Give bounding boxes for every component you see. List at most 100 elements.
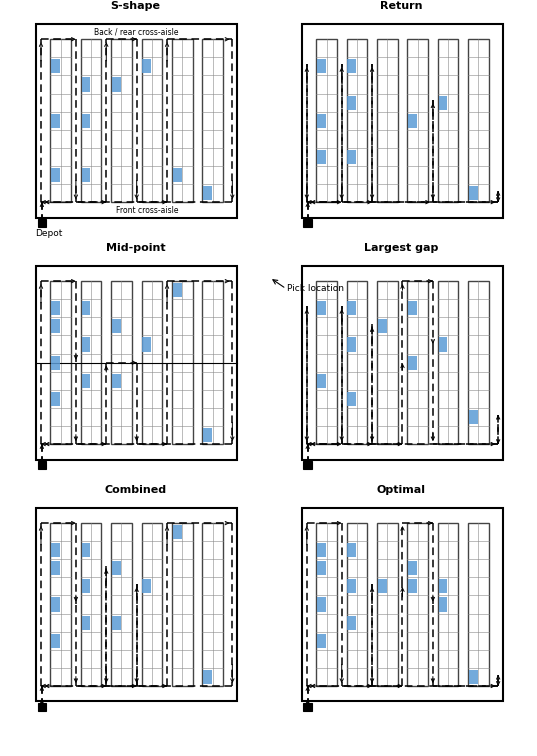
Bar: [347, 150, 356, 164]
Bar: [317, 113, 326, 128]
Bar: [111, 523, 132, 686]
Text: Return: Return: [380, 1, 423, 11]
Bar: [468, 39, 489, 202]
Text: Pick location: Pick location: [287, 284, 344, 293]
Bar: [346, 281, 367, 444]
Bar: [439, 597, 447, 612]
Bar: [439, 337, 447, 352]
Bar: [378, 579, 387, 593]
Bar: [469, 186, 478, 200]
Bar: [377, 39, 397, 202]
Bar: [112, 77, 121, 91]
Bar: [173, 525, 182, 539]
Bar: [51, 634, 60, 648]
Bar: [377, 281, 397, 444]
Bar: [346, 39, 367, 202]
Bar: [82, 373, 90, 388]
Bar: [172, 523, 193, 686]
Bar: [51, 355, 60, 370]
Bar: [347, 95, 356, 110]
Bar: [111, 281, 132, 444]
Bar: [468, 523, 489, 686]
Text: Depot: Depot: [35, 229, 63, 238]
Bar: [50, 39, 71, 202]
Text: Optimal: Optimal: [377, 485, 426, 494]
Bar: [38, 218, 46, 227]
Bar: [51, 301, 60, 315]
Bar: [51, 168, 60, 182]
Bar: [317, 634, 326, 648]
Bar: [142, 39, 162, 202]
Bar: [51, 597, 60, 612]
Bar: [317, 543, 326, 557]
Bar: [82, 168, 90, 182]
Bar: [51, 561, 60, 575]
Bar: [303, 460, 311, 469]
Bar: [172, 281, 193, 444]
Bar: [317, 150, 326, 164]
Bar: [317, 373, 326, 388]
Text: Combined: Combined: [105, 485, 166, 494]
Bar: [408, 561, 417, 575]
Bar: [82, 543, 90, 557]
Bar: [173, 168, 182, 182]
Bar: [317, 561, 326, 575]
Bar: [50, 281, 71, 444]
Bar: [38, 702, 46, 711]
Bar: [81, 39, 101, 202]
Bar: [202, 281, 223, 444]
Bar: [302, 507, 503, 702]
Bar: [439, 579, 447, 593]
Bar: [347, 543, 356, 557]
Bar: [316, 39, 337, 202]
Bar: [142, 281, 162, 444]
Bar: [408, 523, 428, 686]
Bar: [81, 523, 101, 686]
Bar: [82, 615, 90, 630]
Bar: [112, 615, 121, 630]
Bar: [37, 265, 237, 460]
Bar: [317, 301, 326, 315]
Bar: [50, 523, 71, 686]
Bar: [347, 392, 356, 406]
Bar: [439, 95, 447, 110]
Bar: [203, 428, 212, 442]
Bar: [51, 392, 60, 406]
Bar: [408, 39, 428, 202]
Text: S-shape: S-shape: [111, 1, 161, 11]
Text: Front cross-aisle: Front cross-aisle: [116, 206, 179, 215]
Bar: [378, 319, 387, 333]
Bar: [173, 284, 182, 297]
Bar: [469, 410, 478, 424]
Bar: [408, 579, 417, 593]
Bar: [317, 59, 326, 73]
Bar: [438, 523, 459, 686]
Bar: [112, 319, 121, 333]
Bar: [37, 23, 237, 218]
Bar: [142, 59, 151, 73]
Bar: [37, 507, 237, 702]
Bar: [317, 597, 326, 612]
Bar: [111, 39, 132, 202]
Bar: [142, 523, 162, 686]
Bar: [347, 337, 356, 352]
Bar: [303, 702, 311, 711]
Bar: [469, 670, 478, 684]
Bar: [346, 523, 367, 686]
Bar: [82, 77, 90, 91]
Bar: [303, 218, 311, 227]
Bar: [82, 113, 90, 128]
Bar: [112, 561, 121, 575]
Bar: [142, 579, 151, 593]
Bar: [142, 337, 151, 352]
Bar: [172, 39, 193, 202]
Text: Mid-point: Mid-point: [106, 243, 165, 253]
Bar: [82, 337, 90, 352]
Bar: [347, 301, 356, 315]
Bar: [408, 355, 417, 370]
Bar: [51, 59, 60, 73]
Bar: [51, 543, 60, 557]
Bar: [38, 460, 46, 469]
Bar: [302, 23, 503, 218]
Bar: [377, 523, 397, 686]
